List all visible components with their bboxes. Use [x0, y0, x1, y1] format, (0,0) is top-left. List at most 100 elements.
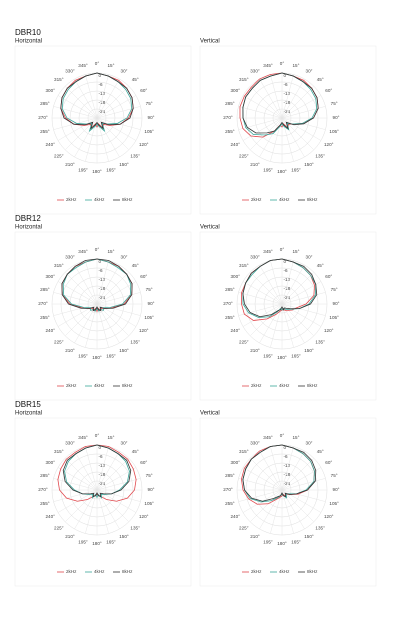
spoke [281, 303, 326, 316]
theta-tick-label: 345° [78, 63, 88, 68]
spoke [57, 117, 98, 141]
spoke [281, 489, 326, 502]
theta-tick-label: 165° [106, 539, 116, 544]
spoke [65, 86, 98, 119]
theta-tick-label: 300° [45, 460, 55, 465]
series-line [242, 72, 319, 134]
series-line [64, 444, 130, 499]
spoke [281, 303, 322, 327]
series-line [61, 258, 133, 312]
theta-tick-label: 210° [250, 534, 260, 539]
theta-tick-label: 300° [45, 88, 55, 93]
series-line [242, 258, 318, 318]
theta-tick-label: 60° [140, 274, 147, 279]
spoke [96, 117, 120, 158]
spoke [74, 78, 98, 119]
theta-tick-label: 90° [333, 487, 340, 492]
series-line [62, 258, 132, 313]
spoke [281, 446, 294, 491]
spoke [96, 86, 129, 119]
chart-subtitle: Horizontal [15, 225, 42, 231]
theta-tick-label: 285° [225, 101, 235, 106]
theta-tick-label: 90° [148, 115, 155, 120]
r-tick-label: -24 [99, 109, 106, 114]
spoke [270, 303, 283, 348]
theta-tick-label: 135° [130, 525, 140, 530]
theta-tick-label: 345° [263, 63, 273, 68]
spoke [238, 478, 283, 491]
r-tick-label: -18 [284, 100, 291, 105]
theta-tick-label: 135° [315, 525, 325, 530]
theta-tick-label: 0° [95, 433, 100, 438]
polar-chart: Vertical 0 -6 -12 -18 -24 0° 15° 30° 45° 60° 75° 90°… [199, 225, 377, 401]
theta-tick-label: 330° [250, 440, 260, 445]
legend-label: 4kHz [94, 569, 105, 574]
spoke [270, 74, 283, 119]
r-tick-label: 0 [284, 73, 287, 78]
theta-tick-label: 255° [225, 315, 235, 320]
spoke [96, 458, 129, 491]
legend-label: 2kHz [251, 197, 262, 202]
spoke [281, 74, 294, 119]
theta-tick-label: 315° [54, 449, 64, 454]
theta-tick-label: 330° [65, 254, 75, 259]
spoke [281, 264, 305, 305]
theta-tick-label: 210° [65, 534, 75, 539]
spoke [96, 272, 129, 305]
theta-tick-label: 165° [106, 353, 116, 358]
polar-chart: DBR15 Horizontal 0 -6 -12 -18 -24 0° 15° 30° 45° 60… [14, 400, 192, 587]
r-tick-label: 0 [99, 73, 102, 78]
theta-tick-label: 270° [38, 301, 48, 306]
spoke [242, 281, 283, 305]
spoke [96, 478, 141, 491]
polar-chart: DBR12 Horizontal 0 -6 -12 -18 -24 0° 15° 30° 45° 60… [14, 214, 192, 401]
theta-tick-label: 165° [291, 353, 301, 358]
spoke [53, 478, 98, 491]
spoke [270, 489, 283, 534]
spoke [259, 117, 283, 158]
spoke [57, 95, 98, 119]
theta-tick-label: 60° [325, 88, 332, 93]
legend-label: 8kHz [122, 383, 133, 388]
series-line [60, 72, 134, 130]
spoke [57, 281, 98, 305]
theta-tick-label: 255° [40, 129, 50, 134]
theta-tick-label: 15° [292, 249, 299, 254]
spoke [74, 117, 98, 158]
theta-tick-label: 0° [95, 61, 100, 66]
r-tick-label: -12 [99, 277, 106, 282]
chart-subtitle: Vertical [200, 411, 220, 417]
spoke [96, 264, 120, 305]
spoke [281, 489, 322, 513]
spoke [65, 489, 98, 522]
series-line [57, 444, 137, 502]
theta-tick-label: 90° [333, 115, 340, 120]
r-tick-label: -24 [99, 481, 106, 486]
theta-tick-label: 150° [119, 534, 129, 539]
theta-tick-label: 315° [239, 263, 249, 268]
spoke [238, 303, 283, 316]
spoke [281, 292, 326, 305]
theta-tick-label: 255° [40, 315, 50, 320]
theta-tick-label: 300° [230, 274, 240, 279]
spoke [281, 303, 294, 348]
theta-tick-label: 225° [54, 153, 64, 158]
theta-tick-label: 270° [38, 115, 48, 120]
theta-tick-label: 345° [263, 249, 273, 254]
spoke [96, 78, 120, 119]
spoke [53, 489, 98, 502]
theta-tick-label: 195° [78, 353, 88, 358]
spoke [281, 489, 314, 522]
theta-tick-label: 225° [54, 339, 64, 344]
theta-tick-label: 240° [45, 328, 55, 333]
spoke [96, 95, 137, 119]
spoke [259, 78, 283, 119]
theta-tick-label: 75° [331, 287, 338, 292]
spoke [238, 106, 283, 119]
legend-label: 8kHz [122, 569, 133, 574]
spoke [96, 446, 109, 491]
spoke [85, 260, 98, 305]
theta-tick-label: 210° [65, 348, 75, 353]
r-tick-label: -6 [284, 454, 289, 459]
theta-tick-label: 135° [130, 339, 140, 344]
